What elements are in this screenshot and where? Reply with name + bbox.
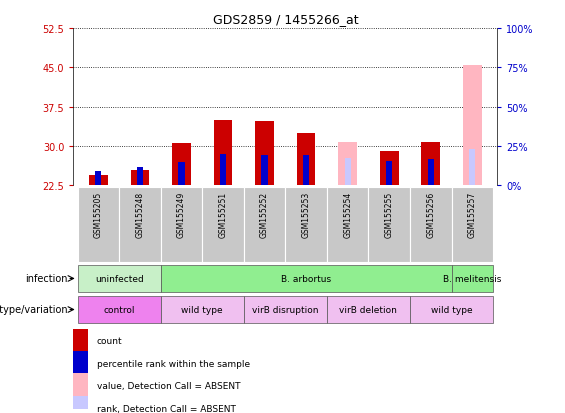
Bar (327, 188, 368, 262)
Bar (131, 170, 149, 186)
Bar (380, 152, 398, 186)
Bar (77, 296, 160, 324)
Bar (137, 168, 143, 186)
Text: GSM155255: GSM155255 (385, 192, 394, 238)
Bar (327, 296, 410, 324)
Bar (179, 162, 185, 186)
Bar (95, 171, 102, 186)
Bar (262, 156, 268, 186)
Bar (244, 188, 285, 262)
Text: GSM155254: GSM155254 (343, 192, 352, 238)
Text: GSM155248: GSM155248 (136, 192, 145, 237)
Text: wild type: wild type (181, 305, 223, 314)
Text: genotype/variation: genotype/variation (0, 305, 68, 315)
Bar (214, 121, 232, 186)
Text: virB deletion: virB deletion (340, 305, 397, 314)
Bar (77, 188, 119, 262)
Bar (160, 265, 451, 293)
Bar (160, 188, 202, 262)
Bar (463, 66, 481, 186)
Bar (297, 133, 315, 186)
Bar (77, 265, 160, 293)
Bar (244, 296, 327, 324)
Bar (451, 265, 493, 293)
Text: rank, Detection Call = ABSENT: rank, Detection Call = ABSENT (97, 404, 236, 413)
Bar (410, 296, 493, 324)
Text: infection: infection (25, 274, 68, 284)
Text: virB disruption: virB disruption (252, 305, 319, 314)
Text: B. arbortus: B. arbortus (281, 274, 331, 283)
Bar (303, 156, 309, 186)
Bar (421, 142, 440, 186)
Bar (338, 142, 357, 186)
Text: value, Detection Call = ABSENT: value, Detection Call = ABSENT (97, 381, 240, 390)
Text: GSM155251: GSM155251 (219, 192, 228, 237)
Text: GSM155253: GSM155253 (302, 192, 311, 238)
Bar (255, 121, 274, 186)
Bar (285, 188, 327, 262)
Text: GSM155256: GSM155256 (426, 192, 435, 238)
Text: B. melitensis: B. melitensis (443, 274, 502, 283)
Text: GSM155252: GSM155252 (260, 192, 269, 237)
Bar (73, 396, 88, 413)
Bar (172, 144, 191, 186)
Text: GSM155205: GSM155205 (94, 192, 103, 238)
Bar (386, 161, 392, 186)
Bar (220, 154, 226, 186)
Bar (73, 373, 88, 398)
Text: GSM155249: GSM155249 (177, 192, 186, 238)
Bar (160, 296, 244, 324)
Bar (428, 160, 434, 186)
Text: GSM155257: GSM155257 (468, 192, 477, 238)
Bar (73, 329, 88, 354)
Title: GDS2859 / 1455266_at: GDS2859 / 1455266_at (212, 13, 358, 26)
Text: wild type: wild type (431, 305, 472, 314)
Bar (89, 176, 108, 186)
Bar (469, 149, 475, 186)
Text: percentile rank within the sample: percentile rank within the sample (97, 359, 250, 368)
Text: count: count (97, 337, 122, 346)
Text: uninfected: uninfected (95, 274, 144, 283)
Bar (345, 158, 351, 186)
Bar (119, 188, 160, 262)
Bar (451, 188, 493, 262)
Bar (368, 188, 410, 262)
Bar (410, 188, 451, 262)
Bar (202, 188, 244, 262)
Bar (73, 351, 88, 376)
Text: control: control (103, 305, 135, 314)
